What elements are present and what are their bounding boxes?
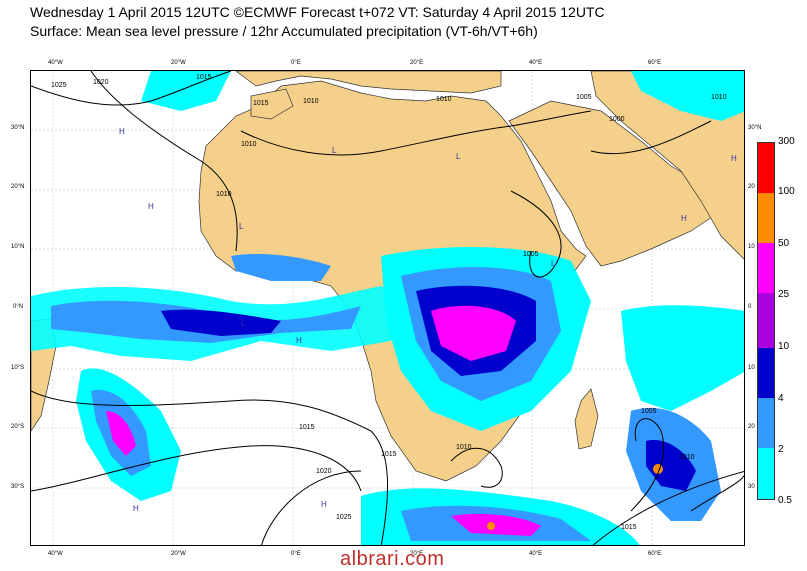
- high-pressure-marker: H: [119, 127, 125, 136]
- lat-tick-left: 20°S: [11, 424, 25, 430]
- isobar-label: 1015: [196, 74, 212, 81]
- isobar-labels: 1025 1020 1015 1010 1010 1015 1010 1005 …: [51, 74, 727, 531]
- isobar-label: 1010: [241, 141, 257, 148]
- high-pressure-marker: H: [133, 504, 139, 513]
- precip-max-marker: [487, 522, 495, 530]
- isobar-label: 1010: [679, 454, 695, 461]
- low-pressure-marker: L: [332, 146, 337, 155]
- lon-tick-bottom: 0°E: [291, 551, 301, 557]
- isobar-label: 1020: [93, 79, 109, 86]
- high-pressure-marker: H: [296, 336, 302, 345]
- low-pressure-marker: L: [239, 222, 244, 231]
- asia-landmass: [590, 71, 744, 260]
- lat-tick-left: 0°N: [13, 304, 24, 310]
- legend-label: 0.5: [778, 495, 792, 506]
- isobar-label: 1000: [609, 116, 625, 123]
- chart-title-line1: Wednesday 1 April 2015 12UTC ©ECMWF Fore…: [30, 4, 605, 20]
- lat-tick-left: 30°N: [11, 125, 25, 131]
- legend-label: 25: [778, 289, 790, 300]
- legend-swatch-100: [758, 193, 774, 243]
- lat-tick-right: 10: [748, 365, 755, 371]
- lon-tick-top: 20°E: [410, 60, 424, 66]
- high-pressure-marker: H: [731, 154, 737, 163]
- lon-tick-top: 40°W: [48, 60, 63, 66]
- legend-swatch-300: [758, 143, 774, 193]
- legend-swatch-0-5: [758, 448, 774, 499]
- isobar-label: 1005: [523, 251, 539, 258]
- site-watermark: albrari.com: [340, 548, 445, 570]
- isobar-label: 1015: [253, 100, 269, 107]
- isobar-label: 1015: [299, 424, 315, 431]
- legend-swatch-25: [758, 243, 774, 293]
- lat-tick-right: 30°N: [748, 125, 762, 131]
- lat-tick-left: 10°N: [11, 244, 25, 250]
- high-pressure-marker: H: [681, 214, 687, 223]
- legend-swatch-10: [758, 293, 774, 348]
- map-canvas: 1025 1020 1015 1010 1010 1015 1010 1005 …: [31, 71, 744, 545]
- legend-swatch-4: [758, 348, 774, 398]
- lat-tick-left: 20°N: [11, 184, 25, 190]
- isobar-label: 1010: [303, 98, 319, 105]
- legend-label: 2: [778, 444, 784, 455]
- arabia-landmass: [508, 100, 722, 267]
- isobar-label: 1015: [621, 524, 637, 531]
- high-pressure-marker: H: [321, 500, 327, 509]
- map-panel: 1025 1020 1015 1010 1010 1015 1010 1005 …: [30, 70, 745, 546]
- lon-tick-bottom: 40°W: [48, 551, 63, 557]
- isobar-label: 1020: [316, 468, 332, 475]
- lat-tick-left: 10°S: [11, 365, 25, 371]
- precipitation-legend: [757, 142, 775, 500]
- low-pressure-marker: L: [551, 259, 556, 268]
- lat-tick-right: 20: [748, 184, 755, 190]
- isobar-label: 1015: [381, 451, 397, 458]
- lon-tick-bottom: 40°E: [529, 551, 543, 557]
- lon-tick-top: 0°E: [291, 60, 301, 66]
- lat-tick-right: 10: [748, 244, 755, 250]
- europe-landmass: [235, 71, 502, 94]
- isobar-label: 1010: [216, 191, 232, 198]
- isobar-label: 1010: [711, 94, 727, 101]
- lon-tick-bottom: 20°E: [410, 551, 424, 557]
- lon-tick-top: 60°E: [648, 60, 662, 66]
- isobar-label: 1025: [336, 514, 352, 521]
- low-pressure-marker: L: [241, 319, 246, 328]
- legend-swatch-2: [758, 398, 774, 448]
- lat-tick-right: 30: [748, 484, 755, 490]
- lat-tick-right: 0: [748, 304, 752, 310]
- lon-tick-bottom: 20°W: [171, 551, 186, 557]
- isobar-label: 1010: [456, 444, 472, 451]
- isobar-label: 1005: [641, 408, 657, 415]
- lon-tick-top: 40°E: [529, 60, 543, 66]
- isobar-label: 1025: [51, 82, 67, 89]
- legend-label: 10: [778, 341, 790, 352]
- madagascar-landmass: [574, 388, 599, 450]
- isobar-lines: [31, 71, 744, 545]
- lon-tick-bottom: 60°E: [648, 551, 662, 557]
- legend-label: 300: [778, 136, 795, 147]
- precipitation-field: [31, 71, 744, 545]
- legend-label: 4: [778, 393, 784, 404]
- isobar-label: 1010: [436, 96, 452, 103]
- low-pressure-marker: L: [456, 152, 461, 161]
- iberia-landmass: [250, 88, 294, 120]
- legend-label: 100: [778, 186, 795, 197]
- pressure-centres: H H H L L L H L H H H L: [119, 127, 737, 513]
- high-pressure-marker: H: [148, 202, 154, 211]
- legend-label: 50: [778, 238, 790, 249]
- lat-tick-right: 20: [748, 424, 755, 430]
- chart-title-line2: Surface: Mean sea level pressure / 12hr …: [30, 23, 538, 39]
- lat-tick-left: 30°S: [11, 484, 25, 490]
- isobar-label: 1005: [576, 94, 592, 101]
- lon-tick-top: 20°W: [171, 60, 186, 66]
